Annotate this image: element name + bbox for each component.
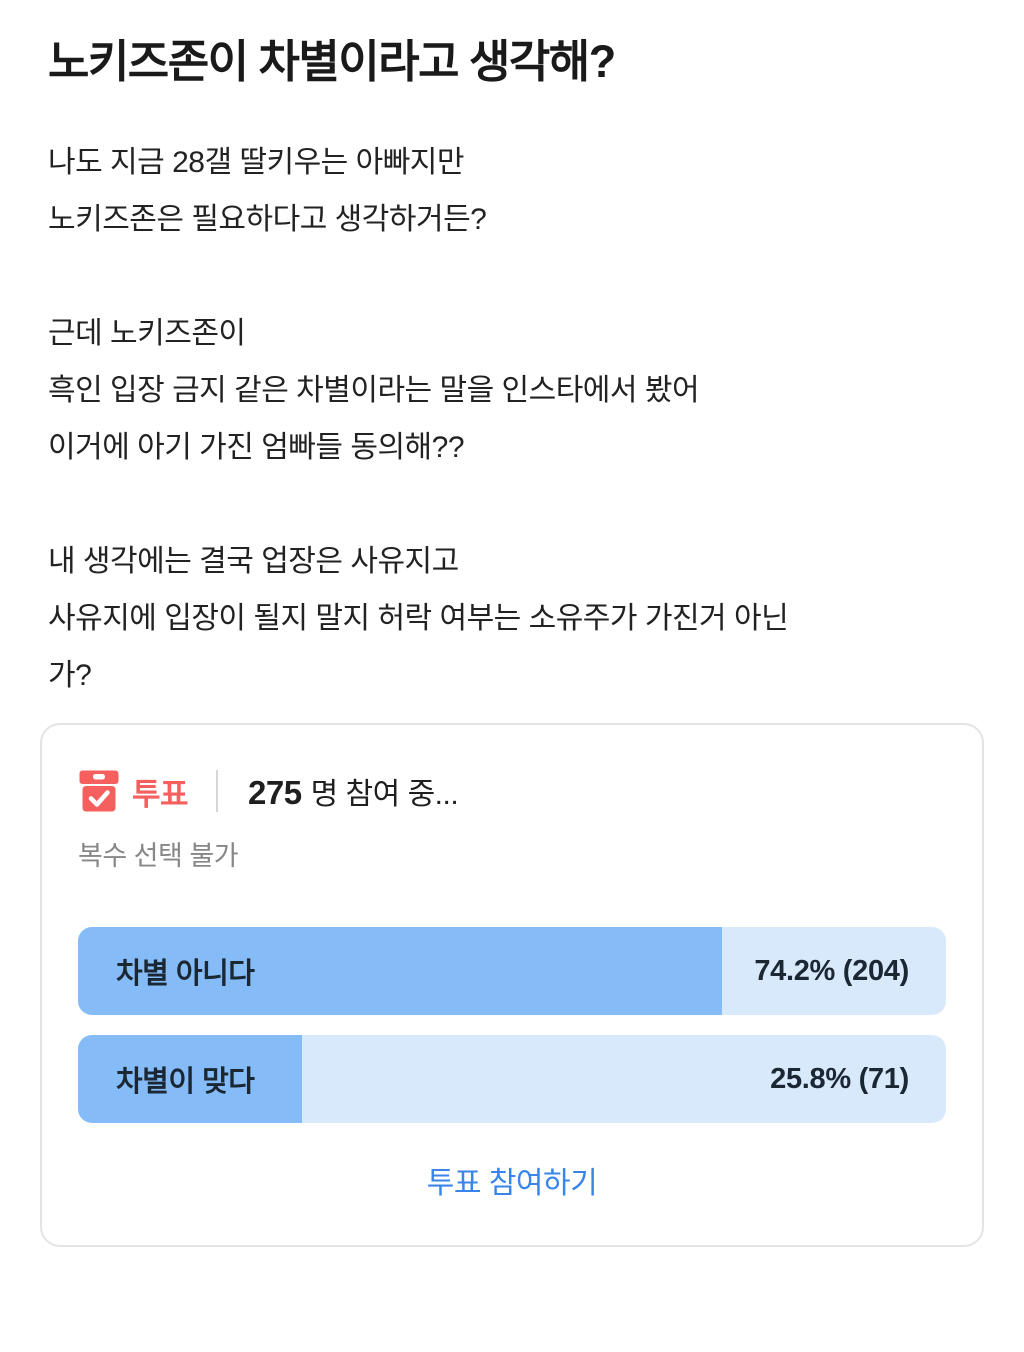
header-divider xyxy=(216,770,219,812)
poll-rule: 복수 선택 불가 xyxy=(78,841,239,871)
participants-count: 275 xyxy=(248,774,302,811)
body-line: 이거에 아기 가진 엄빠들 동의해?? xyxy=(48,431,465,464)
option-result-value: 25.8% (71) xyxy=(770,1062,909,1095)
body-line-blank xyxy=(48,476,984,533)
participants-text: 명 참여 중... xyxy=(310,778,459,811)
poll-option-not-discrimination[interactable]: 차별 아니다 74.2% (204) xyxy=(78,927,946,1015)
body-line: 사유지에 입장이 될지 말지 허락 여부는 소유주가 가진거 아닌 xyxy=(48,602,789,635)
body-line-blank xyxy=(48,248,984,305)
body-line: 가? xyxy=(48,659,92,692)
option-result-value: 74.2% (204) xyxy=(754,954,909,987)
post-body: 나도 지금 28갤 딸키우는 아빠지만 노키즈존은 필요하다고 생각하거든? 근… xyxy=(48,134,984,704)
vote-participate-button[interactable]: 투표 참여하기 xyxy=(78,1167,946,1201)
page-title: 노키즈존이 차별이라고 생각해? xyxy=(48,36,616,87)
post-page: 노키즈존이 차별이라고 생각해? 나도 지금 28갤 딸키우는 아빠지만 노키즈… xyxy=(0,34,1024,1352)
option-label: 차별이 맞다 xyxy=(116,1066,255,1098)
ballot-box-icon xyxy=(79,770,119,812)
participants-status: 275 명 참여 중... xyxy=(248,769,459,813)
option-result-bar xyxy=(78,927,723,1015)
poll-header: 투표 275 명 참여 중... xyxy=(78,765,946,817)
poll-card: 투표 275 명 참여 중... 복수 선택 불가 차별 아니다 74.2% (… xyxy=(40,723,984,1247)
body-line: 내 생각에는 결국 업장은 사유지고 xyxy=(48,545,459,578)
body-line: 나도 지금 28갤 딸키우는 아빠지만 xyxy=(48,146,465,179)
poll-label: 투표 xyxy=(132,776,189,812)
body-line: 근데 노키즈존이 xyxy=(48,317,246,350)
poll-option-is-discrimination[interactable]: 차별이 맞다 25.8% (71) xyxy=(78,1035,946,1123)
option-result-bar xyxy=(78,1035,302,1123)
body-line: 노키즈존은 필요하다고 생각하거든? xyxy=(48,203,487,236)
option-label: 차별 아니다 xyxy=(116,958,255,990)
poll-options: 차별 아니다 74.2% (204) 차별이 맞다 25.8% (71) xyxy=(78,927,946,1123)
body-line: 흑인 입장 금지 같은 차별이라는 말을 인스타에서 봤어 xyxy=(48,374,700,407)
